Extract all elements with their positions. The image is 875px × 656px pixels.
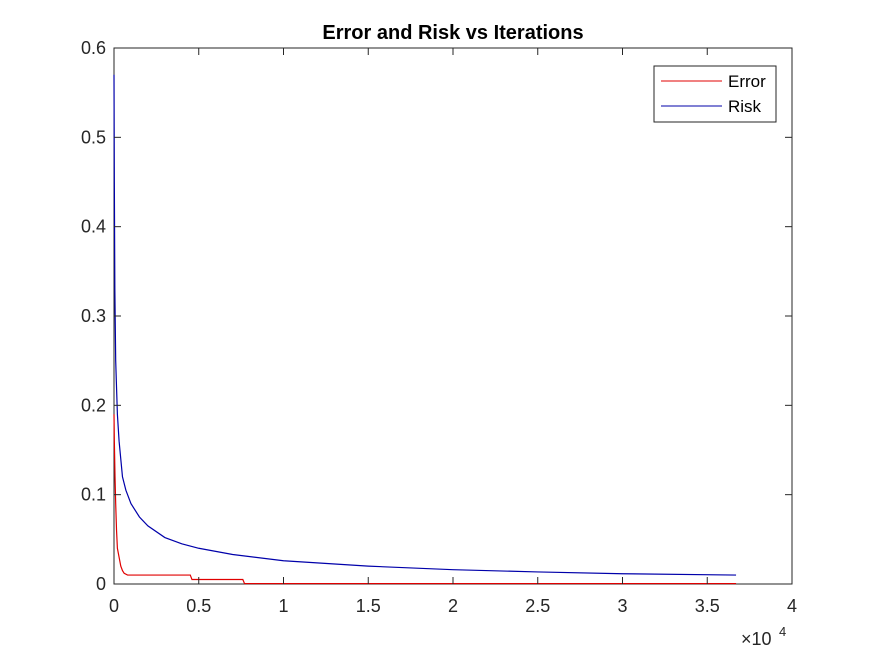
y-tick-label: 0.5 [81,127,106,147]
series-line-error [113,414,737,585]
chart-title: Error and Risk vs Iterations [322,22,583,44]
x-tick-label: 3.5 [695,596,720,616]
y-tick-label: 0.6 [81,38,106,58]
x-tick-label: 3 [617,596,627,616]
plot-area [113,47,793,585]
x-tick-label: 1.5 [356,596,381,616]
y-tick-label: 0.1 [81,485,106,505]
x-tick-label: 1 [278,596,288,616]
x-exponent-label: ×10 4 [741,624,786,649]
x-tick-label: 0 [109,596,119,616]
legend: Error Risk [653,65,777,123]
x-tick-label: 0.5 [186,596,211,616]
y-tick-label: 0.3 [81,306,106,326]
x-tick-label: 2.5 [525,596,550,616]
legend-box [653,65,777,123]
y-axis: 0 0.1 0.2 0.3 0.4 0.5 0.6 [81,38,792,594]
legend-label-risk: Risk [728,97,762,116]
series-layer [113,74,737,585]
y-tick-label: 0.2 [81,395,106,415]
legend-label-error: Error [728,72,766,91]
y-tick-label: 0.4 [81,217,106,237]
x-exponent-power: 4 [779,624,786,639]
x-tick-label: 2 [448,596,458,616]
x-exponent-base: ×10 [741,629,772,649]
series-line-risk [113,74,737,576]
x-tick-label: 4 [787,596,797,616]
y-tick-label: 0 [96,574,106,594]
x-axis: 0 0.5 1 1.5 2 2.5 3 3.5 4 [109,48,797,616]
